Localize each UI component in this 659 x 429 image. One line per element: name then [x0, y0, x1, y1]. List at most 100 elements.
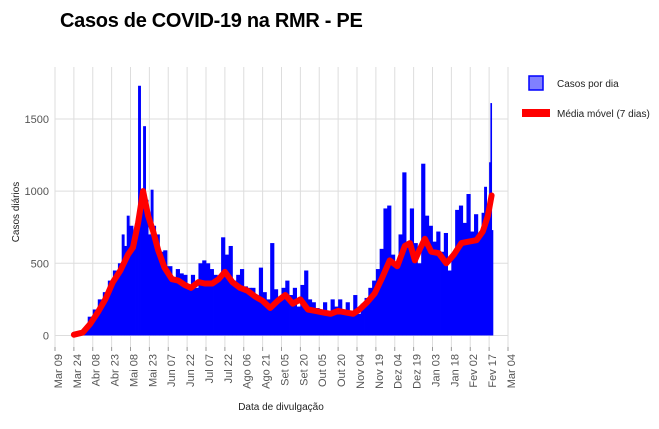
bar [490, 103, 493, 336]
bar [190, 274, 196, 336]
bar [451, 256, 456, 336]
bar [198, 263, 203, 336]
bar [117, 263, 123, 336]
x-tick-label: Mar 04 [506, 354, 518, 388]
y-tick-label: 500 [31, 258, 49, 270]
bar [285, 280, 290, 336]
bar [357, 313, 362, 336]
bar [360, 303, 365, 336]
bar [447, 270, 452, 336]
bar [232, 280, 237, 336]
bar [179, 273, 184, 336]
bar [470, 231, 475, 336]
bar [166, 266, 173, 336]
legend-swatch-bars [528, 75, 544, 91]
x-tick-label: Nov 19 [374, 354, 386, 389]
bar [323, 302, 328, 336]
bar [97, 299, 104, 336]
bar [345, 302, 350, 336]
bar [126, 215, 130, 336]
bar [424, 215, 430, 336]
bar [474, 214, 479, 336]
bar [390, 254, 396, 336]
y-axis: 0 500 1000 1500 [25, 114, 49, 342]
bar [432, 241, 437, 336]
bar [145, 199, 149, 336]
bar [262, 292, 267, 336]
bar [398, 234, 403, 336]
bar [387, 205, 392, 336]
bar [183, 274, 188, 336]
bar [213, 274, 218, 336]
line-series [70, 188, 495, 338]
bar [140, 191, 144, 336]
bar [394, 263, 399, 336]
x-tick-label: Mai 23 [147, 354, 159, 387]
x-tick-label: Abr 23 [110, 354, 122, 386]
bar [187, 284, 192, 336]
bar [338, 299, 343, 336]
x-tick-label: Out 05 [317, 354, 329, 387]
bar [175, 269, 180, 336]
bar [330, 299, 335, 336]
x-tick-label: Dez 19 [412, 354, 424, 389]
bar [300, 284, 305, 336]
bar [159, 251, 164, 336]
bar [375, 269, 381, 336]
moving-average-line [70, 188, 495, 338]
bar [270, 243, 275, 336]
bar [326, 312, 331, 336]
bar [368, 287, 373, 336]
bar [481, 212, 485, 336]
bar [311, 302, 316, 336]
bar [458, 205, 464, 336]
bar [372, 280, 377, 336]
bar [315, 308, 320, 336]
bar [436, 231, 441, 336]
bar [121, 234, 125, 336]
bar [364, 297, 369, 336]
bar [319, 309, 324, 336]
bar [421, 163, 426, 336]
chart-title: Casos de COVID-19 na RMR - PE [60, 10, 363, 32]
bar [247, 287, 252, 336]
bar [217, 279, 222, 336]
bar [239, 269, 245, 336]
bar [92, 309, 99, 336]
bar [266, 299, 271, 336]
x-tick-label: Jan 03 [430, 354, 442, 387]
x-tick-label: Out 20 [336, 354, 348, 387]
bar [349, 310, 354, 336]
bar [124, 245, 128, 336]
y-tick-label: 1500 [25, 114, 49, 126]
x-tick-label: Ago 06 [242, 354, 254, 389]
bar [307, 299, 313, 336]
y-tick-label: 0 [43, 330, 49, 342]
bar [443, 232, 448, 336]
bar [255, 296, 260, 336]
legend-label-line: Média móvel (7 dias) [557, 109, 650, 120]
legend-item-bars: Casos por dia [528, 75, 619, 91]
bar [409, 208, 415, 336]
bar [209, 269, 214, 336]
bar [172, 277, 177, 336]
legend-swatch-line [522, 109, 550, 117]
bar [406, 245, 411, 336]
bar [477, 234, 482, 336]
bar [428, 225, 433, 336]
bar [281, 287, 286, 336]
bar [243, 286, 248, 336]
bar [202, 260, 207, 336]
x-tick-label: Set 05 [279, 354, 291, 386]
x-tick-label: Set 20 [298, 354, 310, 386]
x-axis: Mar 09 Mar 24 Abr 08 Abr 23 Mai 08 Mai 23 Jun … [53, 347, 518, 389]
bar [379, 248, 384, 336]
bar [289, 295, 294, 336]
x-tick-label: Jun 22 [185, 354, 197, 387]
x-tick-label: Mai 08 [128, 354, 140, 387]
x-tick-label: Mar 24 [72, 354, 84, 388]
bar [102, 292, 109, 336]
bar [112, 270, 119, 336]
bar [194, 287, 199, 336]
